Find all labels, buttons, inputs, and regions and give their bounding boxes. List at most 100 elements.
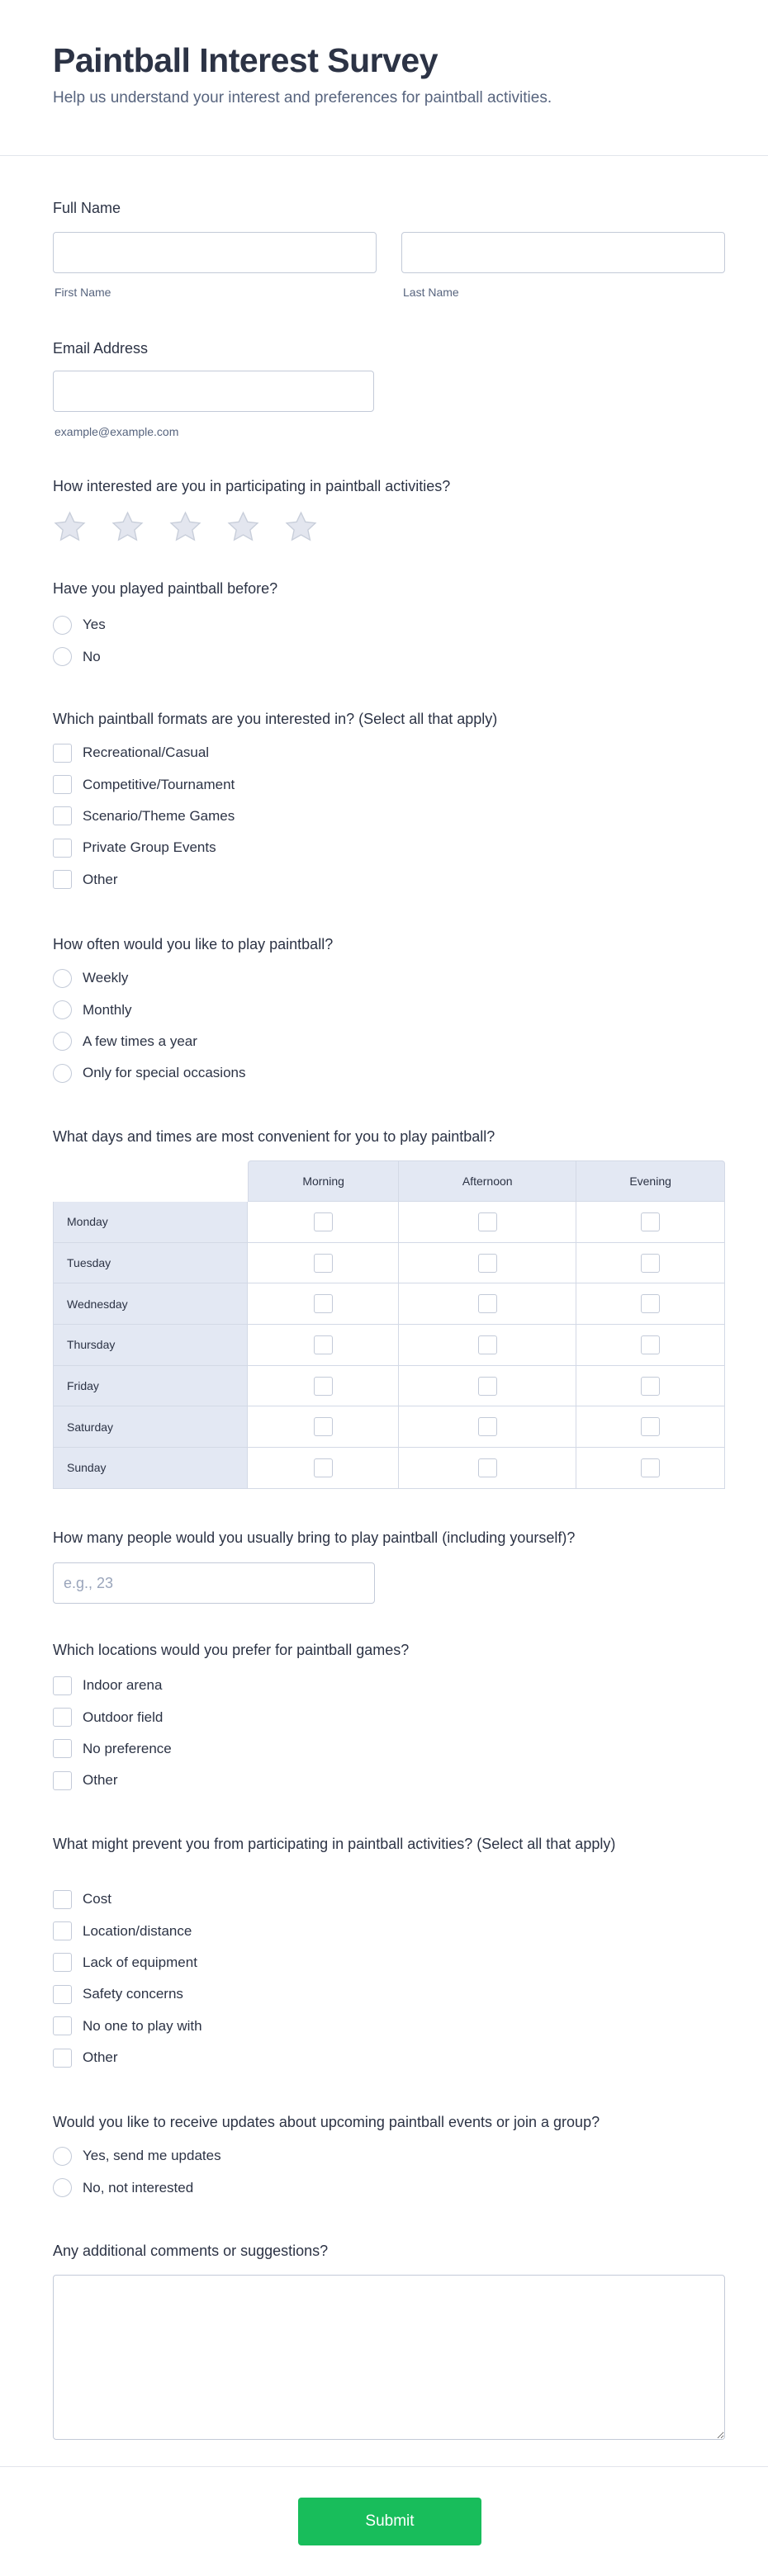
star-icon[interactable]	[226, 510, 260, 544]
star-rating[interactable]	[53, 510, 318, 544]
frequency-option[interactable]: A few times a year	[53, 1026, 245, 1057]
first-name-input[interactable]	[53, 232, 377, 273]
frequency-option[interactable]: Monthly	[53, 994, 245, 1025]
formats-option[interactable]: Competitive/Tournament	[53, 768, 235, 800]
locations-option[interactable]: Outdoor field	[53, 1701, 172, 1732]
checkbox[interactable]	[53, 1984, 72, 2004]
matrix-checkbox[interactable]	[313, 1294, 333, 1314]
option-label: No, not interested	[83, 2179, 194, 2196]
radio-button[interactable]	[53, 647, 72, 667]
matrix-checkbox[interactable]	[313, 1458, 333, 1477]
matrix-column-header: Evening	[576, 1160, 725, 1202]
rating-label: How interested are you in participating …	[53, 478, 451, 494]
checkbox[interactable]	[53, 1676, 72, 1695]
matrix-checkbox[interactable]	[313, 1417, 333, 1437]
radio-button[interactable]	[53, 2146, 72, 2166]
barriers-option[interactable]: Safety concerns	[53, 1978, 202, 2010]
radio-button[interactable]	[53, 1032, 72, 1052]
barriers-option[interactable]: Cost	[53, 1884, 202, 1915]
checkbox[interactable]	[53, 1889, 72, 1909]
last-name-input[interactable]	[401, 232, 725, 273]
locations-option[interactable]: Indoor arena	[53, 1670, 172, 1701]
option-label: Yes, send me updates	[83, 2148, 221, 2164]
updates-option[interactable]: No, not interested	[53, 2172, 221, 2203]
matrix-checkbox[interactable]	[477, 1335, 497, 1354]
barriers-option[interactable]: No one to play with	[53, 2011, 202, 2042]
checkbox[interactable]	[53, 1739, 72, 1759]
frequency-label: How often would you like to play paintba…	[53, 936, 334, 952]
matrix-row-label: Saturday	[53, 1406, 248, 1449]
matrix-checkbox[interactable]	[313, 1253, 333, 1273]
played-option[interactable]: Yes	[53, 609, 106, 640]
matrix-checkbox[interactable]	[641, 1335, 661, 1354]
matrix-checkbox[interactable]	[477, 1417, 497, 1437]
formats-option[interactable]: Scenario/Theme Games	[53, 801, 235, 832]
locations-option[interactable]: Other	[53, 1765, 172, 1796]
option-label: Cost	[83, 1891, 111, 1907]
frequency-option[interactable]: Weekly	[53, 962, 245, 994]
checkbox[interactable]	[53, 1708, 72, 1728]
option-label: Safety concerns	[83, 1986, 183, 2002]
updates-options: Yes, send me updates No, not interested	[53, 2140, 221, 2204]
option-label: Other	[83, 871, 118, 887]
locations-label: Which locations would you prefer for pai…	[53, 1642, 410, 1658]
matrix-checkbox[interactable]	[641, 1417, 661, 1437]
comments-textarea[interactable]	[53, 2275, 725, 2440]
radio-button[interactable]	[53, 615, 72, 635]
barriers-option[interactable]: Location/distance	[53, 1915, 202, 1946]
checkbox[interactable]	[53, 2048, 72, 2068]
barriers-option[interactable]: Other	[53, 2042, 202, 2073]
radio-button[interactable]	[53, 1000, 72, 1020]
matrix-checkbox[interactable]	[477, 1294, 497, 1314]
checkbox[interactable]	[53, 743, 72, 763]
formats-option[interactable]: Private Group Events	[53, 832, 235, 863]
first-name-sublabel: First Name	[55, 286, 111, 299]
matrix-checkbox[interactable]	[641, 1212, 661, 1231]
matrix-column-header: Afternoon	[399, 1160, 577, 1202]
radio-button[interactable]	[53, 968, 72, 988]
option-label: Competitive/Tournament	[83, 776, 235, 792]
star-icon[interactable]	[284, 510, 318, 544]
matrix-checkbox[interactable]	[313, 1212, 333, 1231]
option-label: Indoor arena	[83, 1677, 163, 1694]
matrix-checkbox[interactable]	[313, 1335, 333, 1354]
checkbox[interactable]	[53, 870, 72, 890]
matrix-checkbox[interactable]	[641, 1458, 661, 1477]
star-icon[interactable]	[111, 510, 145, 544]
star-icon[interactable]	[168, 510, 202, 544]
checkbox[interactable]	[53, 806, 72, 826]
formats-option[interactable]: Recreational/Casual	[53, 737, 235, 768]
star-icon[interactable]	[53, 510, 87, 544]
option-label: No one to play with	[83, 2017, 202, 2034]
submit-button[interactable]: Submit	[298, 2498, 481, 2545]
updates-label: Would you like to receive updates about …	[53, 2114, 600, 2130]
checkbox[interactable]	[53, 2016, 72, 2036]
matrix-checkbox[interactable]	[477, 1253, 497, 1273]
schedule-label: What days and times are most convenient …	[53, 1128, 495, 1145]
played-option[interactable]: No	[53, 640, 106, 672]
radio-button[interactable]	[53, 2178, 72, 2198]
option-label: Private Group Events	[83, 839, 216, 856]
option-label: Only for special occasions	[83, 1065, 246, 1081]
matrix-checkbox[interactable]	[641, 1376, 661, 1396]
frequency-option[interactable]: Only for special occasions	[53, 1057, 245, 1089]
matrix-checkbox[interactable]	[477, 1376, 497, 1396]
matrix-checkbox[interactable]	[477, 1212, 497, 1231]
checkbox[interactable]	[53, 775, 72, 795]
matrix-checkbox[interactable]	[641, 1253, 661, 1273]
group-size-input[interactable]	[53, 1562, 375, 1604]
radio-button[interactable]	[53, 1063, 72, 1083]
matrix-checkbox[interactable]	[641, 1294, 661, 1314]
updates-option[interactable]: Yes, send me updates	[53, 2140, 221, 2172]
locations-option[interactable]: No preference	[53, 1733, 172, 1765]
barriers-option[interactable]: Lack of equipment	[53, 1947, 202, 1978]
checkbox[interactable]	[53, 1770, 72, 1790]
checkbox[interactable]	[53, 1921, 72, 1941]
matrix-checkbox[interactable]	[477, 1458, 497, 1477]
matrix-row-label: Wednesday	[53, 1283, 248, 1326]
formats-option[interactable]: Other	[53, 864, 235, 896]
matrix-checkbox[interactable]	[313, 1376, 333, 1396]
checkbox[interactable]	[53, 1953, 72, 1973]
email-input[interactable]	[53, 371, 374, 412]
checkbox[interactable]	[53, 838, 72, 858]
